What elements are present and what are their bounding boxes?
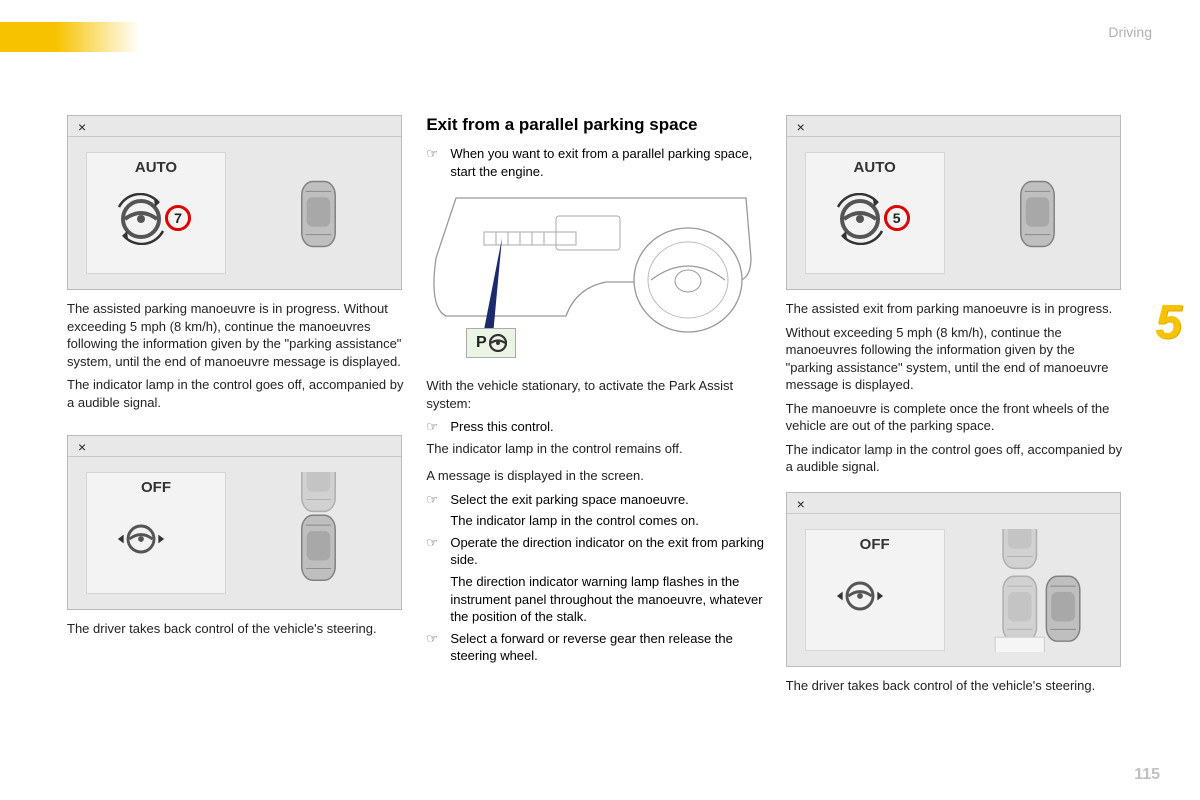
accent-bar (0, 22, 140, 52)
bullet-text: Select a forward or reverse gear then re… (450, 630, 765, 665)
car-view (967, 152, 1106, 275)
car-view (248, 152, 387, 275)
steering-off-icon (115, 513, 167, 565)
pointer-icon: ☞ (426, 630, 440, 665)
pointer-icon: ☞ (426, 145, 440, 180)
display-off-1: × OFF (67, 435, 402, 610)
section-header: Driving (1108, 24, 1152, 40)
bullet-item: ☞ Press this control. (426, 418, 765, 436)
steering-auto-icon (115, 193, 167, 245)
page-content: × AUTO 7 The assisted parking manoeuvre … (67, 115, 1125, 700)
mode-label: OFF (806, 536, 944, 553)
section-heading: Exit from a parallel parking space (426, 115, 765, 135)
step-badge: 5 (884, 205, 910, 231)
bullet-item: ☞ When you want to exit from a parallel … (426, 145, 765, 180)
column-left: × AUTO 7 The assisted parking manoeuvre … (67, 115, 406, 700)
mode-label: AUTO (87, 159, 225, 176)
pointer-icon: ☞ (426, 491, 440, 509)
display-off-2: × OFF (786, 492, 1121, 667)
body-text: The indicator lamp in the control remain… (426, 440, 765, 458)
mode-label: AUTO (806, 159, 944, 176)
page-number: 115 (1134, 766, 1160, 784)
bullet-item: ☞ Select a forward or reverse gear then … (426, 630, 765, 665)
body-text: With the vehicle stationary, to activate… (426, 377, 765, 412)
pointer-icon: ☞ (426, 534, 440, 569)
bullet-text: When you want to exit from a parallel pa… (450, 145, 765, 180)
bullet-subtext: The direction indicator warning lamp fla… (450, 573, 765, 626)
body-text: The driver takes back control of the veh… (786, 677, 1125, 695)
body-text: The indicator lamp in the control goes o… (67, 376, 406, 411)
body-text: The assisted exit from parking manoeuvre… (786, 300, 1125, 318)
steering-auto-icon (834, 193, 886, 245)
column-right: × AUTO 5 The assisted exit from parking … (786, 115, 1125, 700)
column-center: Exit from a parallel parking space ☞ Whe… (426, 115, 765, 700)
body-text: Without exceeding 5 mph (8 km/h), contin… (786, 324, 1125, 394)
display-auto-5: × AUTO 5 (786, 115, 1121, 290)
body-text: A message is displayed in the screen. (426, 467, 765, 485)
mode-panel: OFF (86, 472, 226, 594)
dashboard-figure: P (426, 188, 761, 363)
mode-label: OFF (87, 479, 225, 496)
display-auto-7: × AUTO 7 (67, 115, 402, 290)
close-icon: × (797, 119, 805, 135)
bullet-item: ☞ Operate the direction indicator on the… (426, 534, 765, 569)
car-view (967, 529, 1106, 652)
mode-panel: OFF (805, 529, 945, 651)
body-text: The assisted parking manoeuvre is in pro… (67, 300, 406, 370)
close-icon: × (78, 439, 86, 455)
mode-panel: AUTO 7 (86, 152, 226, 274)
car-view (248, 472, 387, 595)
body-text: The indicator lamp in the control goes o… (786, 441, 1125, 476)
bullet-text: Select the exit parking space manoeuvre. (450, 491, 765, 509)
close-icon: × (797, 496, 805, 512)
step-badge: 7 (165, 205, 191, 231)
steering-off-icon (834, 570, 886, 622)
close-icon: × (78, 119, 86, 135)
bullet-subtext: The indicator lamp in the control comes … (450, 512, 765, 530)
p-label: P (476, 334, 487, 352)
bullet-text: Press this control. (450, 418, 765, 436)
park-assist-button: P (466, 328, 516, 358)
body-text: The driver takes back control of the veh… (67, 620, 406, 638)
body-text: The manoeuvre is complete once the front… (786, 400, 1125, 435)
mode-panel: AUTO 5 (805, 152, 945, 274)
steering-mini-icon (489, 334, 507, 352)
pointer-icon: ☞ (426, 418, 440, 436)
chapter-number: 5 (1155, 295, 1182, 350)
bullet-item: ☞ Select the exit parking space manoeuvr… (426, 491, 765, 509)
bullet-text: Operate the direction indicator on the e… (450, 534, 765, 569)
